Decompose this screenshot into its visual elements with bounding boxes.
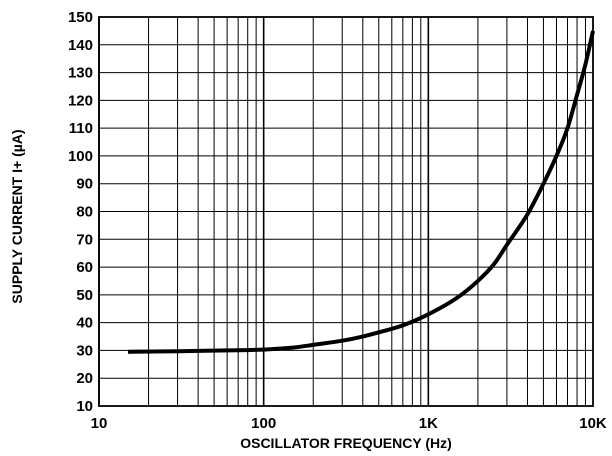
plot-frame [98, 16, 594, 407]
y-tick-label: 140 [68, 37, 93, 54]
y-axis-label: SUPPLY CURRENT I+ (µA) [9, 129, 25, 303]
y-tick-label: 90 [76, 176, 93, 193]
x-tick-label: 10 [91, 415, 108, 432]
y-tick-label: 120 [68, 92, 93, 109]
x-axis-label: OSCILLATOR FREQUENCY (Hz) [240, 435, 452, 451]
y-tick-label: 60 [76, 259, 93, 276]
x-tick-label: 100 [251, 415, 276, 432]
y-tick-label: 150 [68, 9, 93, 26]
y-tick-labels: 10 20 30 40 50 60 70 80 90 100 110 120 130 140 150 [68, 9, 93, 415]
y-tick-label: 80 [76, 204, 93, 221]
x-tick-label: 1K [419, 415, 438, 432]
y-tick-label: 30 [76, 342, 93, 359]
y-tick-label: 20 [76, 370, 93, 387]
y-tick-label: 110 [69, 120, 93, 137]
y-tick-label: 70 [76, 231, 93, 248]
x-tick-label: 10K [579, 415, 607, 432]
chart-grid [98, 16, 593, 407]
chart-series [127, 30, 595, 354]
y-tick-label: 130 [68, 65, 93, 82]
y-tick-label: 100 [68, 148, 93, 165]
y-tick-label: 40 [76, 315, 93, 332]
x-tick-labels: 10 100 1K 10K [91, 415, 607, 432]
y-tick-label: 50 [76, 287, 93, 304]
y-tick-label: 10 [76, 398, 93, 415]
series-line [127, 30, 595, 354]
